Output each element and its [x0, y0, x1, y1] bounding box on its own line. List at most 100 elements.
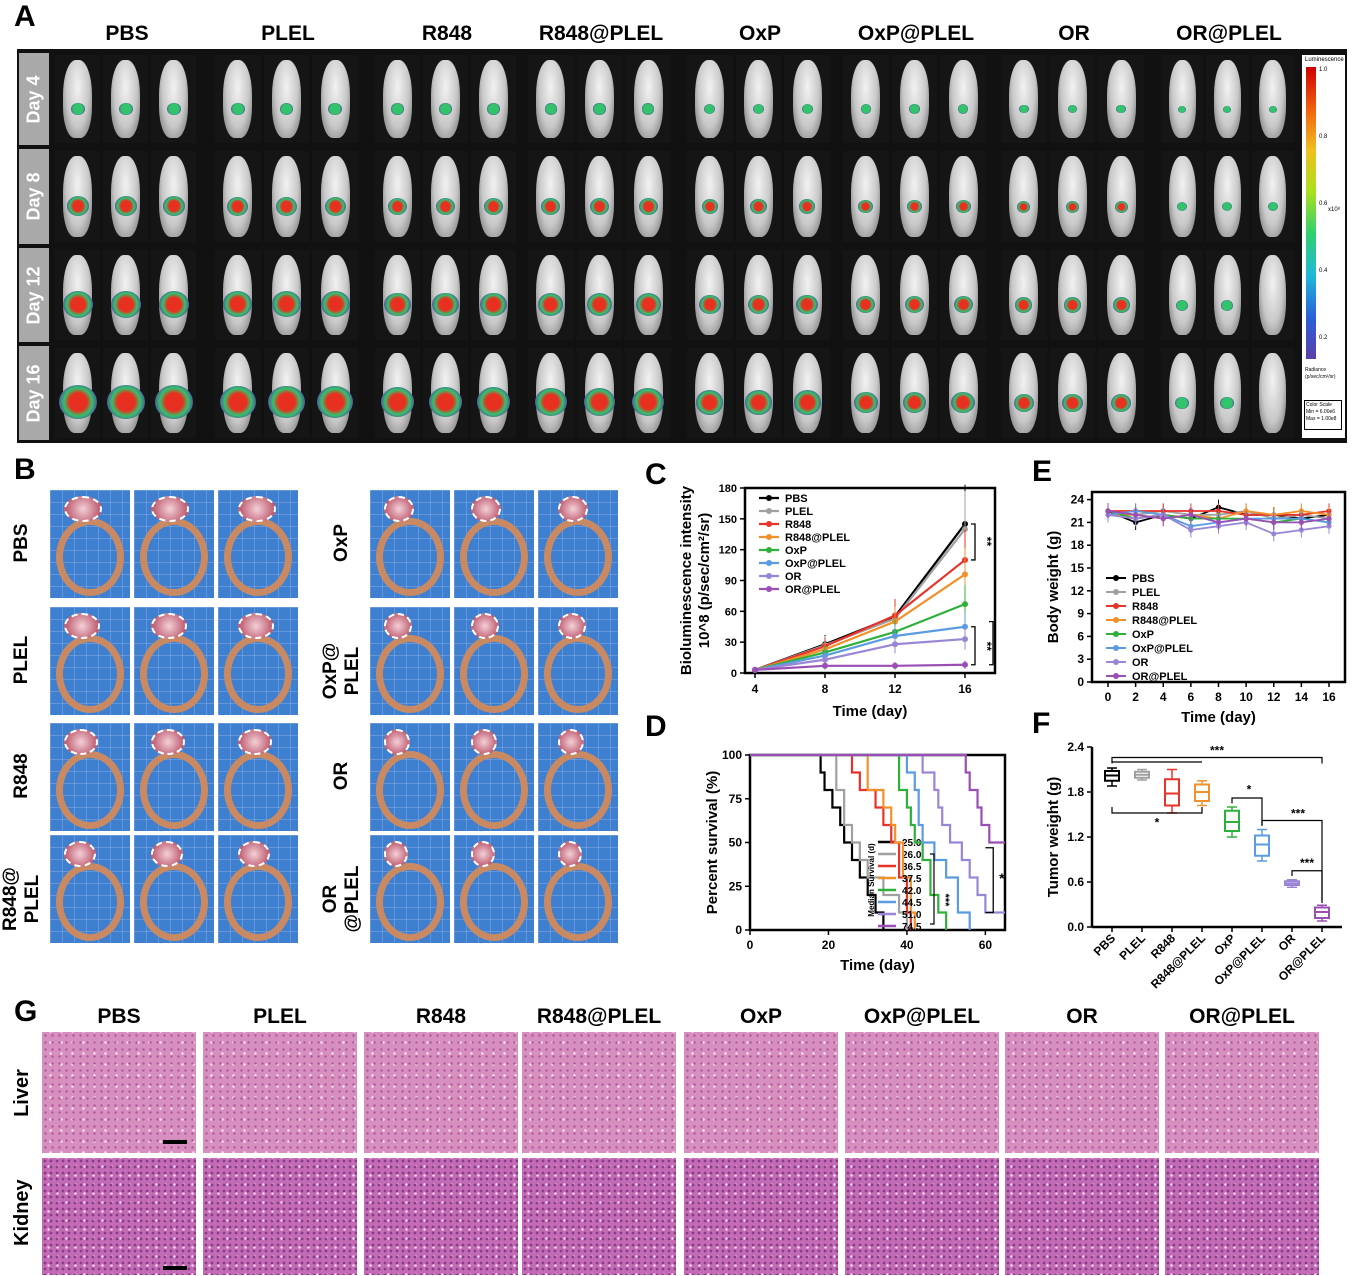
mouse-body — [479, 60, 508, 138]
luminescence-signal — [1065, 200, 1080, 213]
tumor-region — [384, 841, 408, 867]
mouse-image — [1206, 348, 1249, 438]
mouse-image — [687, 151, 733, 242]
mouse-body — [1213, 255, 1242, 335]
mouse-image — [471, 250, 516, 340]
tick-label: 12 — [1071, 584, 1085, 598]
y-axis-label: Percent survival (%) — [704, 771, 721, 914]
y-axis-label-units: 10^8 (p/sec/cm²/sr) — [696, 513, 713, 649]
mouse-image — [735, 250, 782, 340]
mouse-image — [1098, 250, 1144, 340]
mouse-body — [851, 156, 881, 237]
luminescence-signal — [1221, 299, 1234, 311]
mouse-image — [891, 348, 938, 438]
mouse-image — [891, 250, 938, 340]
tumor-region — [151, 613, 187, 639]
mouse-image — [263, 55, 310, 143]
legend-label: OR@PLEL — [1132, 671, 1188, 683]
mouse-image — [263, 348, 310, 438]
colorbar-tick-label: 0.2 — [1319, 335, 1328, 341]
tick-label: 4 — [1160, 690, 1167, 704]
luminescence-signal — [583, 388, 616, 417]
tumor-region — [238, 729, 272, 755]
group-title-oxp: OxP — [738, 22, 782, 45]
legend-label: R848@PLEL — [785, 532, 850, 544]
survival-curve-36-5 — [750, 753, 912, 930]
luminescence-signal — [1017, 200, 1031, 213]
panel-label-e: E — [1032, 455, 1053, 488]
luminescence-signal — [432, 292, 459, 317]
organ-photo — [218, 607, 298, 715]
data-point — [1105, 508, 1111, 514]
mouse-body — [1009, 156, 1039, 237]
data-point — [1243, 516, 1249, 522]
mouse-image — [151, 55, 196, 143]
luminescence-signal — [1223, 105, 1232, 113]
mouse-image — [1049, 348, 1096, 438]
colorbar-tick-label: 1.0 — [1319, 67, 1328, 73]
mouse-image — [423, 151, 468, 242]
organ-photo — [538, 490, 618, 598]
mouse-image — [891, 151, 938, 242]
tumor-region — [558, 496, 588, 522]
intestine — [224, 635, 292, 713]
mouse-body — [159, 60, 188, 138]
luminescence-signal — [860, 104, 872, 114]
significance-bracket — [985, 847, 994, 914]
significance-bracket — [1111, 756, 1323, 764]
legend-marker — [766, 534, 772, 540]
luminescence-signal — [856, 296, 876, 314]
chart-survival: 0 25 50 75 100 0 20 40 60 Time (day) Percent survi… — [704, 748, 1007, 974]
organ-row-label: OxP@ PLEL — [320, 642, 363, 700]
luminescence-signal — [1013, 393, 1035, 412]
luminescence-signal — [279, 102, 294, 115]
mouse-image — [1251, 250, 1294, 340]
data-point — [962, 623, 968, 630]
intestine — [376, 751, 444, 829]
legend-marker — [766, 521, 772, 527]
mouse-image — [784, 348, 830, 438]
significance-bracket — [930, 853, 935, 925]
legend-marker — [1113, 589, 1119, 595]
mouse-image — [735, 55, 782, 143]
panel-label-d: D — [645, 710, 667, 743]
y-axis-label: Body weight (g) — [1045, 531, 1062, 644]
mouse-body — [536, 60, 566, 138]
luminescence-colorbar: Luminescence x10⁸ Radiance (p/sec/cm²/sr… — [1302, 55, 1345, 438]
kidney-histology-image — [684, 1158, 838, 1275]
data-point — [1188, 512, 1194, 518]
mouse-image — [1001, 151, 1047, 242]
luminescence-signal — [1176, 299, 1189, 311]
tick-label: 3 — [1077, 652, 1084, 666]
organ-photo — [538, 723, 618, 831]
tick-label: 0 — [747, 938, 754, 952]
luminescence-signal — [1110, 393, 1132, 412]
day-label-day-12: Day 12 — [19, 248, 49, 342]
luminescence-signal — [745, 390, 772, 415]
data-point — [1188, 527, 1194, 533]
luminescence-signal — [328, 102, 342, 115]
liver-histology-image — [1005, 1032, 1159, 1153]
panel-label-b: B — [14, 453, 36, 486]
luminescence-signal — [1267, 202, 1278, 212]
data-point — [822, 662, 828, 669]
organ-photo — [218, 490, 298, 598]
luminescence-signal — [1222, 202, 1233, 212]
series-line-r848 — [754, 559, 966, 671]
mouse-body — [1259, 60, 1287, 138]
tick-label: 150 — [719, 514, 737, 526]
tumor-region — [558, 841, 582, 867]
tick-label: 14 — [1295, 690, 1309, 704]
intestine — [140, 863, 208, 941]
organ-photo — [50, 490, 130, 598]
day-label-text: Day 16 — [23, 363, 44, 423]
box-r848 — [1164, 778, 1180, 807]
intestine — [376, 863, 444, 941]
luminescence-signal — [483, 197, 504, 216]
significance-marker: *** — [1291, 807, 1305, 821]
tick-label: 50 — [729, 836, 743, 850]
luminescence-signal — [902, 392, 927, 414]
mouse-image — [891, 55, 938, 143]
liver-histology-image — [364, 1032, 518, 1153]
luminescence-signal — [227, 196, 249, 216]
